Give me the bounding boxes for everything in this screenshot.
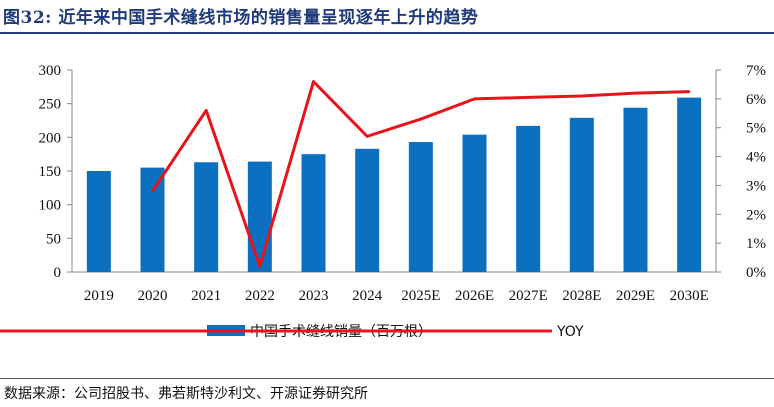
bar-2023 <box>301 154 326 272</box>
bar-2025E <box>408 142 433 272</box>
yoy-point-2021 <box>204 109 208 112</box>
yoy-point-2029E <box>634 91 637 95</box>
bar-2024 <box>355 148 380 272</box>
yoy-point-2023 <box>312 80 315 83</box>
legend-layer: 中国手术缝线销量（百万根） YOY <box>0 324 584 340</box>
x-tick-label: 2019 <box>84 288 114 304</box>
chart-title: 图32: 近年来中国手术缝线市场的销售量呈现逐年上升的趋势 <box>3 8 479 28</box>
x-tick-label: 2027E <box>509 288 548 304</box>
right-tick-label: 5% <box>746 121 766 137</box>
right-tick-label: 6% <box>746 92 766 108</box>
yoy-point-2024 <box>365 135 369 138</box>
x-tick-label: 2020 <box>138 288 168 304</box>
right-tick-label: 1% <box>746 236 766 252</box>
x-tick-label: 2025E <box>401 288 440 304</box>
bar-2020 <box>140 167 165 272</box>
x-tick-label: 2026E <box>455 288 494 304</box>
bar-2019 <box>86 171 111 272</box>
chart-area: 0 50 100 150 200 250 300 0% 1% 2% 3% 4% 5% 6% 7% 2019 20… <box>0 63 767 340</box>
data-source-note: 数据来源：公司招股书、弗若斯特沙利文、开源证券研究所 <box>4 386 368 402</box>
yoy-point-2022 <box>258 265 262 268</box>
bar-2022 <box>247 161 272 272</box>
x-tick-label: 2024 <box>352 288 383 304</box>
left-tick-label: 100 <box>39 198 62 214</box>
bar-2027E <box>516 125 541 273</box>
right-tick-label: 7% <box>746 63 766 79</box>
line-layer <box>151 80 691 268</box>
left-tick-label: 200 <box>39 130 62 146</box>
right-tick-label: 2% <box>746 207 766 223</box>
legend-line-label: YOY <box>556 324 584 340</box>
x-tick-label: 2028E <box>562 288 601 304</box>
yoy-point-2025E <box>419 117 423 121</box>
right-tick-label: 3% <box>746 178 766 194</box>
left-tick-label: 150 <box>39 164 62 180</box>
bar-2029E <box>623 107 648 272</box>
yoy-point-2026E <box>473 97 476 101</box>
ticks-layer: 0 50 100 150 200 250 300 0% 1% 2% 3% 4% 5% 6% 7% 2019 20… <box>39 63 767 304</box>
left-tick-label: 300 <box>39 63 62 79</box>
x-tick-label: 2029E <box>616 288 655 304</box>
x-tick-label: 2021 <box>191 288 221 304</box>
left-tick-label: 50 <box>46 231 61 247</box>
right-tick-label: 0% <box>746 265 766 281</box>
x-tick-label: 2022 <box>245 288 275 304</box>
right-tick-label: 4% <box>746 150 766 166</box>
left-tick-label: 0 <box>54 265 62 281</box>
bar-2028E <box>569 117 594 272</box>
yoy-point-2020 <box>151 190 154 193</box>
axes-layer <box>67 69 721 273</box>
yoy-point-2027E <box>526 96 530 99</box>
x-tick-label: 2030E <box>670 288 709 304</box>
left-tick-label: 250 <box>39 97 62 113</box>
source-divider <box>0 378 774 379</box>
bars-layer <box>86 97 702 273</box>
yoy-point-2030E <box>687 90 691 93</box>
title-underline <box>0 32 774 34</box>
x-tick-label: 2023 <box>299 288 329 304</box>
yoy-point-2028E <box>580 94 584 98</box>
bar-2026E <box>462 134 487 272</box>
bar-2021 <box>194 162 219 272</box>
bar-2030E <box>677 97 702 273</box>
